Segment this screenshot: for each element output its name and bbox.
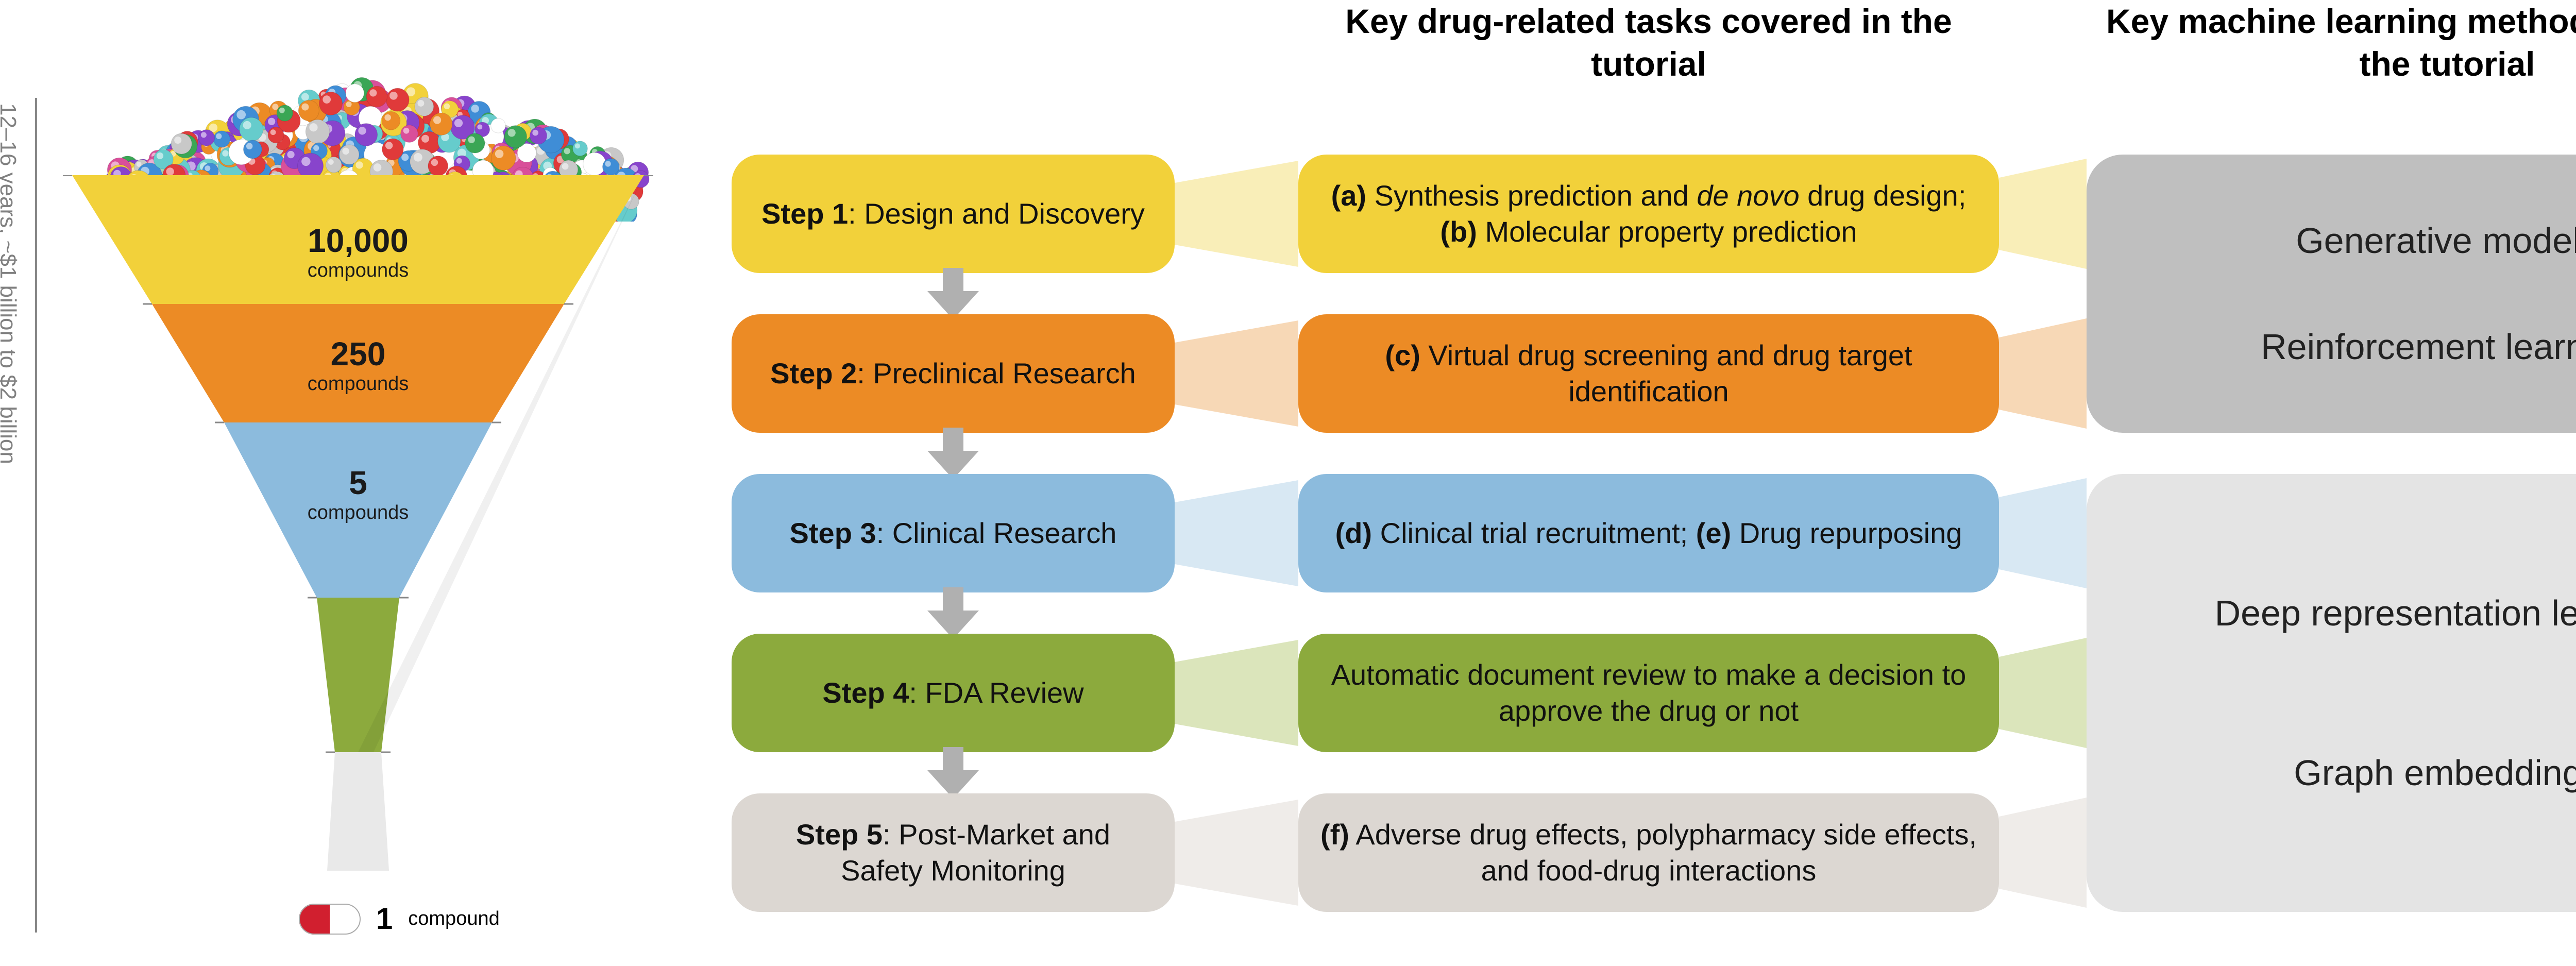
funnel-seg-label: 10,000compounds bbox=[62, 222, 654, 282]
final-count: 1 bbox=[376, 902, 393, 936]
timeline-label: 12–16 years, ~$1 billion to $2 billion bbox=[0, 103, 21, 876]
connector bbox=[1999, 314, 2087, 433]
tasks-header: Key drug-related tasks covered in the tu… bbox=[1298, 0, 1999, 85]
funnel-seg-label: 5compounds bbox=[62, 464, 654, 524]
connector bbox=[1175, 155, 1298, 273]
connector bbox=[1175, 634, 1298, 752]
connector bbox=[1999, 155, 2087, 273]
ml-method: Reinforcement learning bbox=[2261, 326, 2576, 367]
task-box: (a) Synthesis prediction and de novo dru… bbox=[1298, 155, 1999, 273]
task-box: (c) Virtual drug screening and drug targ… bbox=[1298, 314, 1999, 433]
ml-method: Generative models bbox=[2296, 220, 2576, 261]
task-box: (f) Adverse drug effects, polypharmacy s… bbox=[1298, 793, 1999, 912]
task-box: (d) Clinical trial recruitment; (e) Drug… bbox=[1298, 474, 1999, 592]
step-box: Step 2: Preclinical Research bbox=[732, 314, 1175, 433]
connector bbox=[1175, 314, 1298, 433]
timeline-line bbox=[35, 98, 37, 933]
final-unit: compound bbox=[408, 908, 499, 930]
down-arrow-icon bbox=[925, 747, 981, 799]
task-box: Automatic document review to make a deci… bbox=[1298, 634, 1999, 752]
ml-method: Graph embeddings bbox=[2294, 752, 2576, 793]
step-box: Step 5: Post-Market and Safety Monitorin… bbox=[732, 793, 1175, 912]
connector bbox=[1999, 634, 2087, 752]
step-box: Step 1: Design and Discovery bbox=[732, 155, 1175, 273]
step-box: Step 4: FDA Review bbox=[732, 634, 1175, 752]
capsule-icon bbox=[299, 904, 361, 935]
final-compound: 1 compound bbox=[299, 902, 500, 936]
down-arrow-icon bbox=[925, 428, 981, 479]
ml-panel: Deep representation learning Graph embedd… bbox=[2087, 474, 2576, 912]
ml-panel: Generative models Reinforcement learning bbox=[2087, 155, 2576, 433]
connector bbox=[1999, 474, 2087, 592]
connector bbox=[1175, 474, 1298, 592]
down-arrow-icon bbox=[925, 268, 981, 319]
funnel-diagram: 10,000compounds 250compounds 5compounds 1 … bbox=[62, 67, 654, 943]
connector bbox=[1175, 793, 1298, 912]
step-box: Step 3: Clinical Research bbox=[732, 474, 1175, 592]
ml-header: Key machine learning methods covered in … bbox=[2087, 0, 2576, 85]
ml-method: Deep representation learning bbox=[2215, 592, 2576, 634]
connector bbox=[1999, 793, 2087, 912]
funnel-seg-label: 250compounds bbox=[62, 335, 654, 395]
down-arrow-icon bbox=[925, 587, 981, 639]
